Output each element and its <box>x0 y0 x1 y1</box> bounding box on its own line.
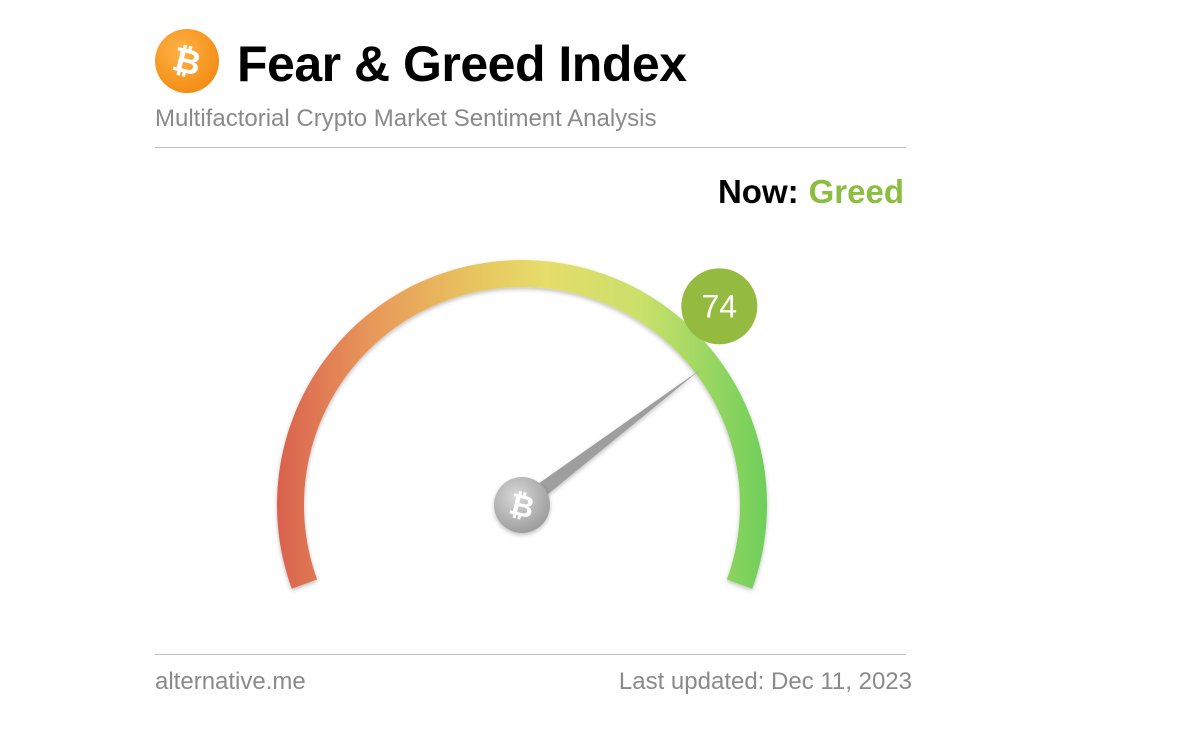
page-subtitle: Multifactorial Crypto Market Sentiment A… <box>155 105 657 132</box>
source-label: alternative.me <box>155 668 306 695</box>
gauge-hub <box>494 477 550 533</box>
value-badge <box>681 268 758 345</box>
last-updated-label: Last updated: Dec 11, 2023 <box>618 668 912 695</box>
header-divider <box>155 147 906 148</box>
footer-divider <box>155 654 906 655</box>
classification-label: Greed <box>808 173 904 210</box>
gauge-needle <box>517 368 702 512</box>
value-label: 74 <box>702 288 738 324</box>
bitcoin-logo-icon: ₿ <box>155 29 219 93</box>
page-title: Fear & Greed Index <box>237 36 687 92</box>
now-label: Now: <box>717 173 799 210</box>
current-status: Now: Greed <box>718 172 904 212</box>
